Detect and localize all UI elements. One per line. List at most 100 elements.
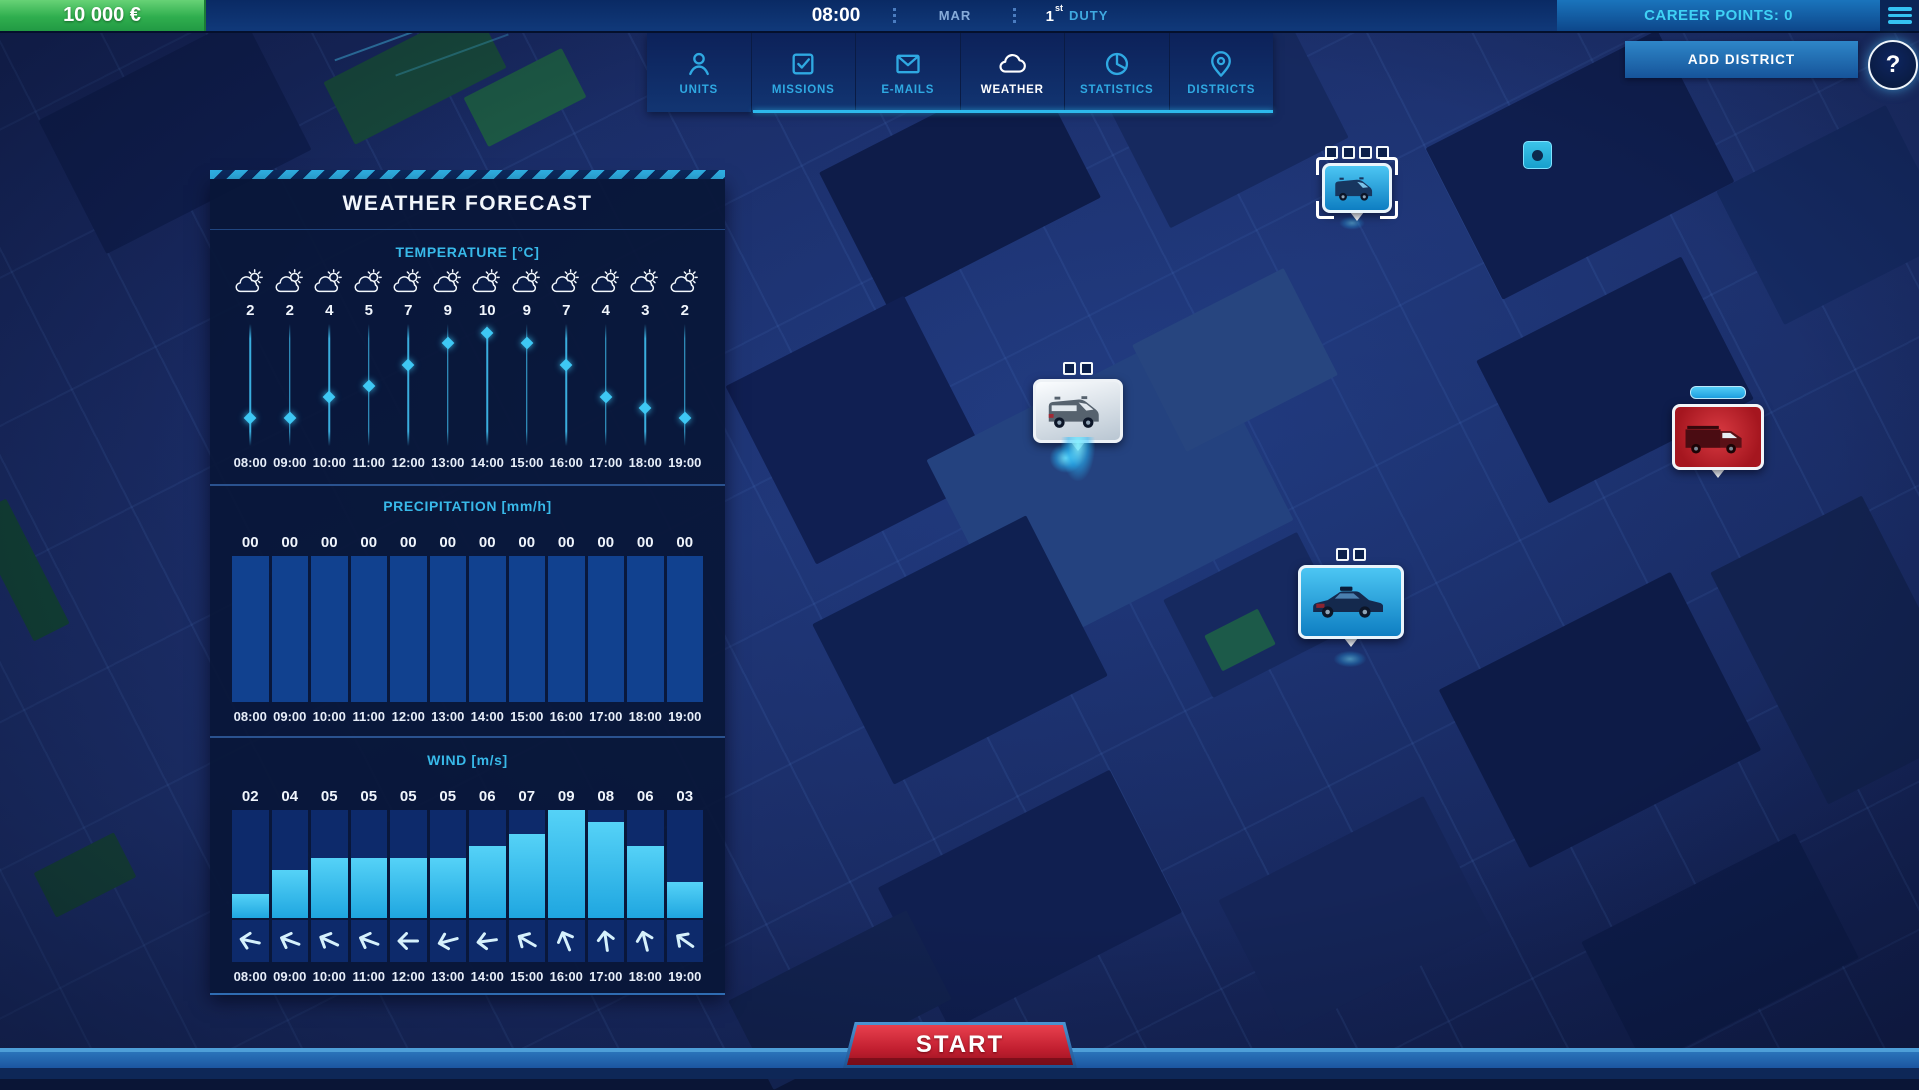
time-label: 08:00 [233,454,267,470]
map-poi[interactable] [1523,141,1552,169]
wind-column [429,810,466,918]
wind-column [271,810,308,918]
time-label: 19:00 [668,968,702,984]
precipitation-value: 00 [597,533,615,551]
tab-label: E-MAILS [881,83,935,96]
time-label: 18:00 [628,968,662,984]
map-marker-police-car[interactable] [1298,548,1404,647]
temperature-value: 2 [246,301,255,319]
wind-bar [627,845,664,918]
start-button[interactable]: START [847,1025,1073,1065]
money-display[interactable]: 10 000 € [0,0,206,31]
wind-direction-row [210,920,725,962]
temperature-column [232,324,269,446]
wind-value: 06 [636,787,654,805]
time-label: 18:00 [628,454,662,470]
section-divider [210,484,725,486]
separator-dots [1013,8,1016,23]
precipitation-column [271,556,308,702]
sun-cloud-icon [390,268,427,296]
temperature-icons-row [210,268,725,296]
tab-statistics[interactable]: STATISTICS [1064,33,1169,112]
temperature-column [627,324,664,446]
wind-direction-cell [271,920,308,962]
temperature-values-row: 2 2 4 5 7 9 10 9 7 4 3 2 [210,300,725,320]
help-button[interactable]: ? [1868,40,1918,90]
wind-column [548,810,585,918]
map-marker-fire-truck[interactable] [1672,386,1764,478]
map-marker-ambulance-selected[interactable] [1316,146,1398,221]
wind-column [350,810,387,918]
temperature-point [480,326,494,339]
duty-display: 1st DUTY [1032,0,1122,31]
precipitation-column [627,556,664,702]
temperature-point [678,412,692,425]
time-label: 09:00 [273,708,307,724]
temperature-chart [210,324,725,446]
ambulance-van-icon [1331,172,1383,205]
wind-value: 09 [557,787,575,805]
wind-direction-arrow-icon [235,926,266,957]
wind-column [666,810,703,918]
precipitation-value: 00 [557,533,575,551]
wind-column [508,810,545,918]
precipitation-value: 00 [360,533,378,551]
nav-active-underline [753,110,1273,113]
wind-bar [548,810,585,918]
time-label: 10:00 [312,968,346,984]
tab-units[interactable]: UNITS [647,33,751,112]
police-car-icon [1309,581,1394,622]
duty-label: DUTY [1068,8,1109,23]
temperature-value: 4 [325,301,334,319]
time-label: 10:00 [312,454,346,470]
wind-bar [232,894,269,918]
career-points-value: CAREER POINTS: 0 [1644,7,1793,24]
temperature-point [559,358,573,372]
precipitation-column [508,556,545,702]
wind-column [311,810,348,918]
precipitation-column [429,556,466,702]
wind-direction-arrow-icon [352,924,385,957]
add-district-button[interactable]: ADD DISTRICT [1625,41,1858,78]
wind-value: 06 [478,787,496,805]
wind-column [469,810,506,918]
wind-bar [666,882,703,918]
temperature-point [322,390,336,404]
tab-missions[interactable]: MISSIONS [750,33,856,112]
wind-direction-cell [627,920,664,962]
time-label: 17:00 [589,968,623,984]
temperature-point [243,412,257,425]
wind-bar [587,822,624,918]
tab-emails[interactable]: E-MAILS [855,33,960,112]
time-label: 11:00 [352,708,386,724]
start-button-frame: START [843,1022,1077,1068]
tab-weather[interactable]: WEATHER [959,33,1065,112]
temperature-point [520,336,534,350]
precipitation-value: 00 [439,533,457,551]
sun-cloud-icon [667,268,704,296]
temperature-column [390,324,427,446]
map-marker-police-van[interactable] [1033,362,1123,481]
tab-label: DISTRICTS [1187,83,1256,96]
wind-bar [311,857,348,918]
wind-direction-arrow-icon [395,928,421,954]
month-value: MAR [938,8,972,23]
menu-button[interactable] [1880,0,1919,31]
time-label: 19:00 [668,454,702,470]
panel-body: WEATHER FORECAST TEMPERATURE [°C] 2 2 4 5 7 9… [210,179,725,995]
tab-label: UNITS [679,83,718,96]
wind-direction-arrow-icon [473,926,502,955]
wind-bar [390,857,427,918]
precipitation-column [390,556,427,702]
police-van-icon [1043,389,1113,433]
tab-districts[interactable]: DISTRICTS [1168,33,1274,112]
marker-tile [1298,565,1404,639]
wind-direction-cell [587,920,624,962]
temperature-column [430,324,467,446]
time-label: 12:00 [391,708,425,724]
sun-cloud-icon [232,268,269,296]
time-label: 14:00 [470,454,504,470]
wind-direction-arrow-icon [549,924,583,958]
wind-label: WIND [m/s] [427,752,508,768]
wind-direction-cell [666,920,703,962]
